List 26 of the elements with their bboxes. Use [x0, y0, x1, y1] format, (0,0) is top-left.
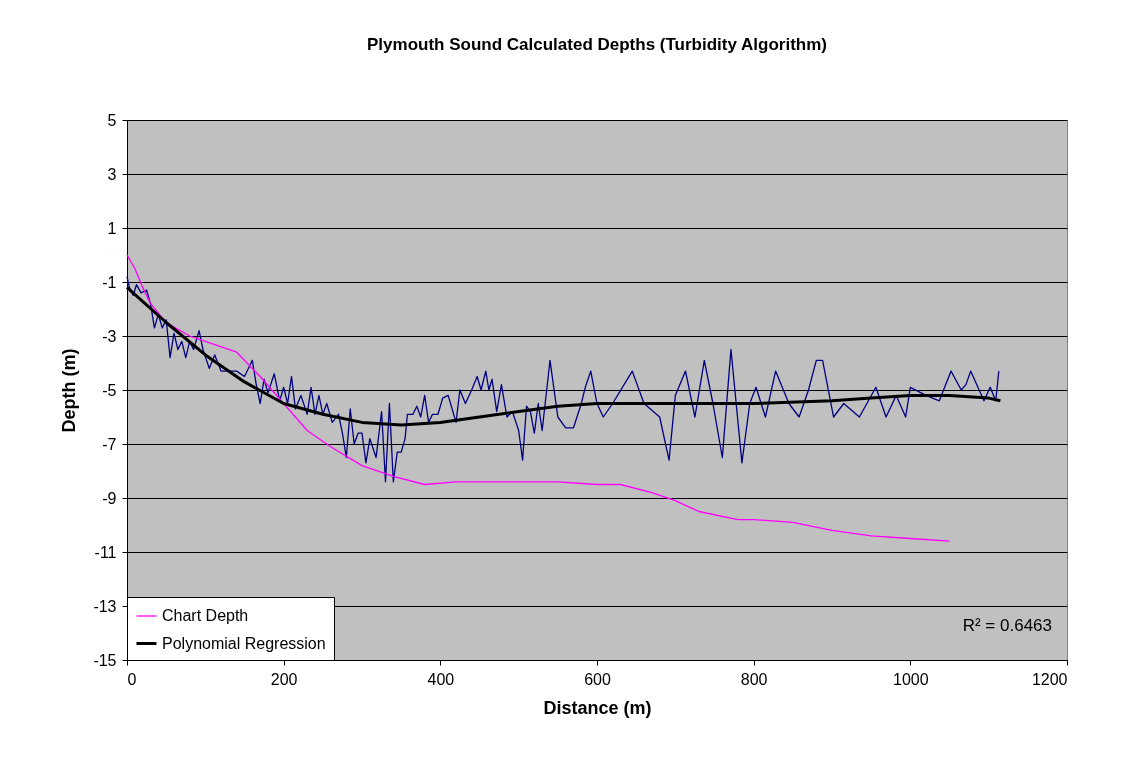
- y-axis-title: Depth (m): [59, 348, 80, 433]
- y-tick-label: -13: [93, 597, 117, 615]
- y-tick-label: -5: [102, 381, 117, 399]
- y-tick-label: 3: [107, 165, 117, 183]
- y-tick-label: -7: [102, 435, 117, 453]
- x-axis-title: Distance (m): [543, 697, 652, 718]
- x-tick-label: 1200: [1031, 670, 1068, 688]
- y-tick-label: -3: [102, 327, 117, 345]
- legend-label: Polynomial Regression: [162, 634, 326, 652]
- x-tick-label: 600: [584, 670, 611, 688]
- x-tick-label: 800: [740, 670, 768, 688]
- y-tick-label: -15: [93, 651, 117, 669]
- y-tick-label: 5: [107, 111, 117, 129]
- annotation: R² = 0.6463: [962, 616, 1052, 635]
- line-series: [126, 254, 951, 542]
- x-tick-label: 0: [127, 670, 137, 688]
- y-tick-label: -11: [94, 543, 117, 561]
- x-tick-label: 200: [270, 670, 298, 688]
- y-tick-label: 1: [107, 219, 117, 237]
- y-tick-label: -9: [102, 489, 117, 507]
- x-tick-label: 1000: [893, 670, 929, 688]
- chart-title: Plymouth Sound Calculated Depths (Turbidity Algorithm): [367, 35, 827, 54]
- x-tick-label: 400: [427, 670, 455, 688]
- y-tick-label: -1: [102, 273, 117, 291]
- line-series: [126, 275, 1000, 483]
- legend-label: Chart Depth: [162, 607, 249, 624]
